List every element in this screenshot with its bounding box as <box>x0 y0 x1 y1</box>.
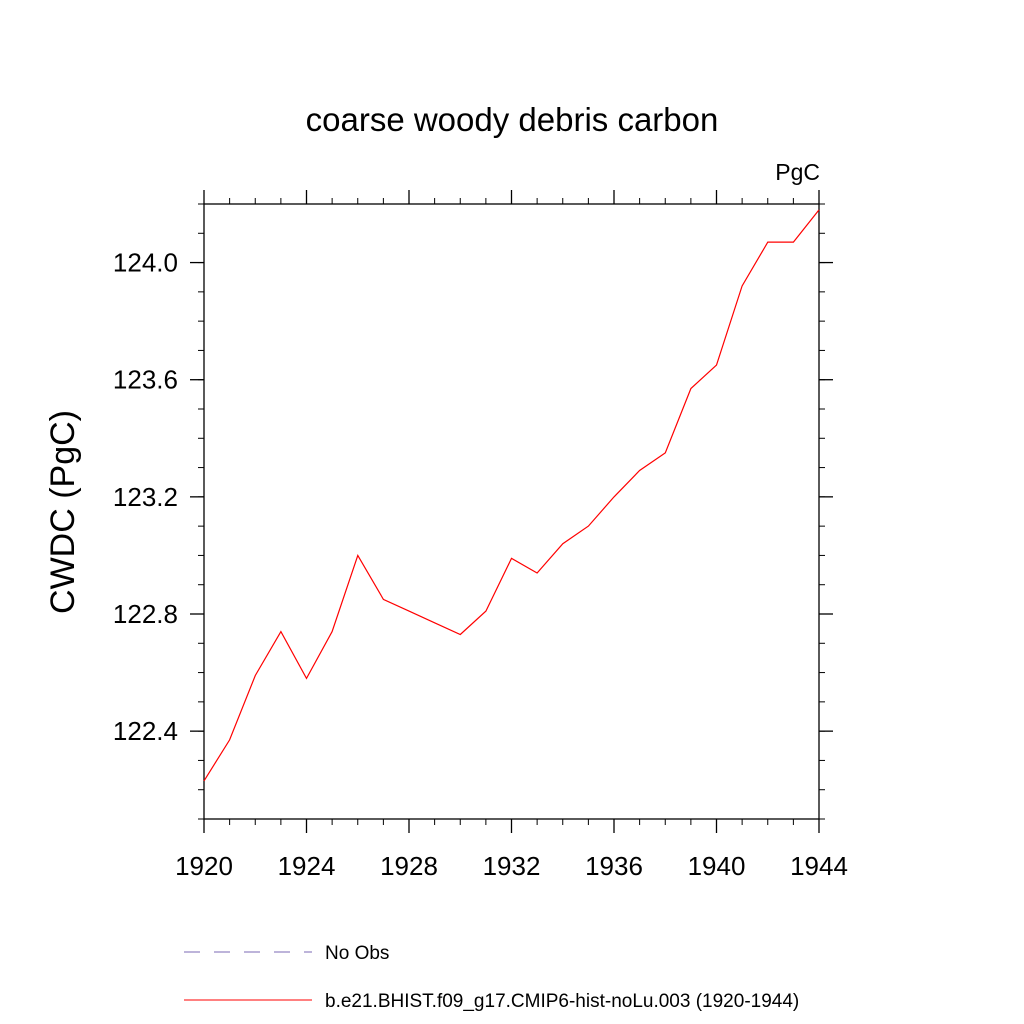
y-tick-label: 122.8 <box>113 599 178 629</box>
legend-label: No Obs <box>325 943 389 964</box>
x-tick-label: 1928 <box>380 851 438 881</box>
x-axis: 1920 1924 1928 1932 1936 1940 1944 <box>175 190 848 881</box>
legend: No Obs b.e21.BHIST.f09_g17.CMIP6-hist-noL… <box>184 943 799 1012</box>
x-tick-label: 1920 <box>175 851 233 881</box>
plot-frame <box>203 203 820 820</box>
chart-title: coarse woody debris carbon <box>306 101 719 138</box>
series-layer <box>203 209 820 782</box>
minor-ticks <box>198 198 825 825</box>
x-tick-label: 1944 <box>790 851 848 881</box>
y-tick-label: 124.0 <box>113 248 178 278</box>
y-tick-label: 123.2 <box>113 482 178 512</box>
units-label: PgC <box>775 159 820 185</box>
x-tick-label: 1932 <box>483 851 541 881</box>
x-tick-label: 1936 <box>585 851 643 881</box>
y-axis-label: CWDC (PgC) <box>44 410 82 614</box>
series-line <box>203 209 820 782</box>
x-tick-label: 1940 <box>688 851 746 881</box>
legend-label: b.e21.BHIST.f09_g17.CMIP6-hist-noLu.003 … <box>325 991 799 1012</box>
y-tick-label: 122.4 <box>113 716 178 746</box>
y-tick-label: 123.6 <box>113 365 178 395</box>
x-tick-label: 1924 <box>278 851 336 881</box>
y-axis: 122.4 122.8 123.2 123.6 124.0 <box>113 248 833 746</box>
